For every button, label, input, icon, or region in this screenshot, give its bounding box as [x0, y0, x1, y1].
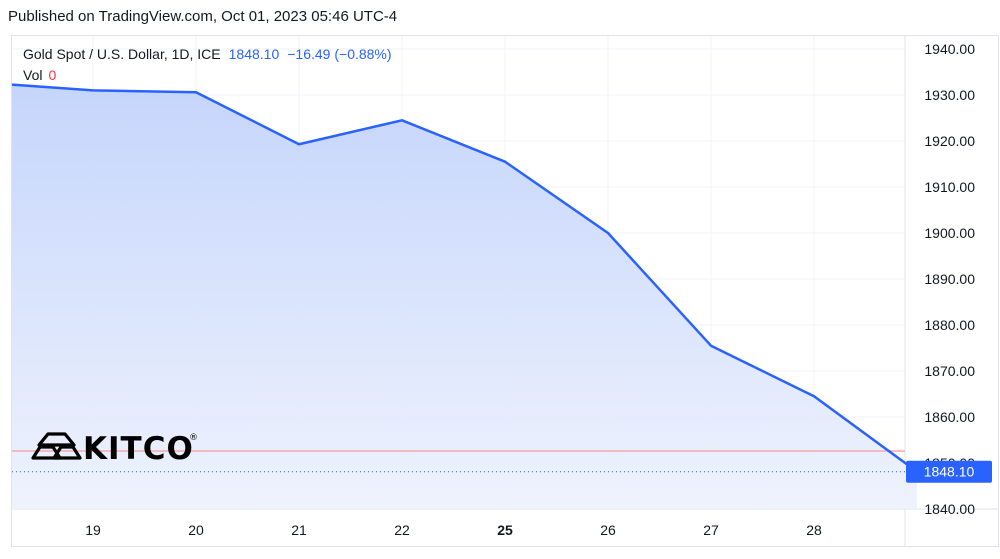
symbol-title: Gold Spot / U.S. Dollar, 1D, ICE: [23, 46, 221, 62]
x-tick-label: 21: [291, 522, 307, 538]
y-tick-label: 1910.00: [924, 179, 975, 195]
chart-legend-volume: Vol 0: [23, 67, 56, 83]
y-tick-label: 1840.00: [924, 501, 975, 517]
x-tick-label: 20: [188, 522, 204, 538]
kitco-registered-mark: ®: [189, 433, 198, 443]
last-price-label: 1848.10: [906, 460, 992, 483]
legend-price: 1848.10: [228, 46, 280, 62]
price-area: [12, 84, 917, 510]
kitco-wordmark: KITCO: [83, 431, 194, 467]
kitco-bars-icon: [31, 432, 82, 460]
last-price-text: 1848.10: [924, 464, 975, 480]
y-tick-label: 1920.00: [924, 133, 975, 149]
x-tick-label: 27: [703, 522, 719, 538]
legend-change: −16.49 (−0.88%): [287, 46, 392, 62]
y-tick-label: 1880.00: [924, 317, 975, 333]
x-tick-label: 26: [600, 522, 616, 538]
published-caption: Published on TradingView.com, Oct 01, 20…: [8, 8, 398, 25]
y-tick-label: 1940.00: [924, 41, 975, 57]
y-axis: 1940.00 1930.00 1920.00 1910.00 1900.00 1890.…: [924, 41, 975, 517]
x-tick-label: 22: [394, 522, 410, 538]
chart-frame: [11, 35, 999, 547]
x-tick-label: 19: [85, 522, 101, 538]
x-tick-label: 28: [806, 522, 822, 538]
y-tick-label: 1860.00: [924, 409, 975, 425]
price-line: [11, 83, 918, 473]
x-tick-label: 25: [497, 522, 513, 538]
kitco-logo: KITCO ®: [31, 431, 198, 467]
y-tick-label: 1900.00: [924, 225, 975, 241]
data-points: [11, 84, 918, 472]
chart-legend-symbol: Gold Spot / U.S. Dollar, 1D, ICE 1848.10−…: [23, 46, 392, 62]
volume-value: 0: [48, 67, 57, 83]
y-tick-label: 1870.00: [924, 363, 975, 379]
x-axis: 19 20 21 22 25 26 27 28: [85, 522, 822, 538]
y-tick-label: 1890.00: [924, 271, 975, 287]
volume-label: Vol: [23, 67, 43, 83]
y-tick-label: 1930.00: [924, 87, 975, 103]
